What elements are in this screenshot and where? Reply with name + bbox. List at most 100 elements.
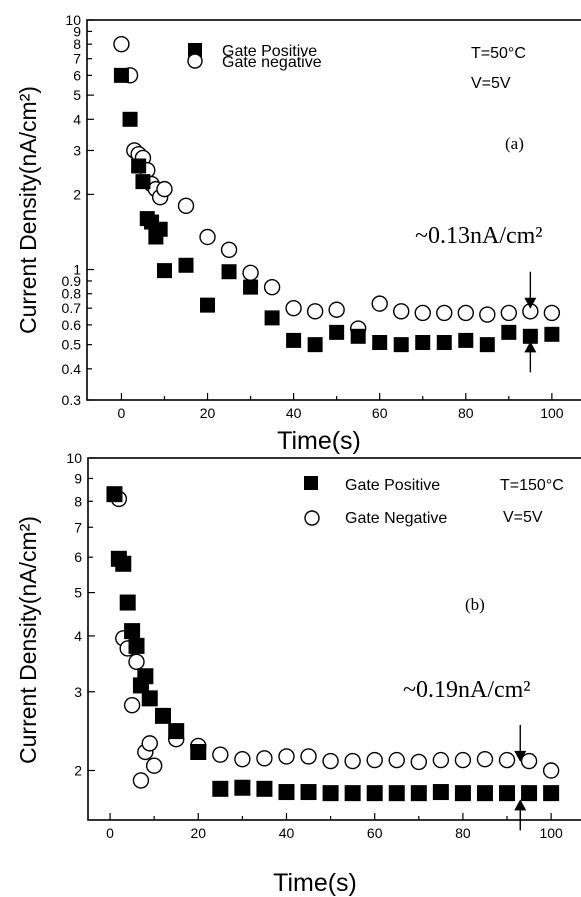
panel-b-gate-positive-point [366, 785, 383, 802]
panel-b-gate-positive-point [543, 785, 560, 802]
panel-b-panel-label: (b) [465, 595, 485, 614]
panel-b-gate-positive-point [168, 723, 185, 740]
panel-a-y-tick-label: 0.3 [62, 392, 82, 408]
panel-b-gate-negative-point [454, 751, 472, 769]
panel-b-y-tick-label: 3 [74, 684, 82, 700]
panel-b-gate-positive-point [234, 779, 251, 796]
panel-b-y-axis-title: Current Density(nA/cm²) [15, 516, 41, 764]
panel-b-y-tick-label: 5 [74, 585, 82, 601]
panel-a-gate-positive-point [350, 328, 366, 344]
panel-b-gate-negative-point [410, 753, 428, 771]
panel-a-gate-positive-point [264, 310, 280, 326]
panel-a-gate-negative-point [543, 304, 561, 322]
panel-a-y-tick-label: 8 [73, 36, 81, 52]
panel-b-legend-marker-gate-negative [304, 510, 320, 526]
panel-a-x-tick-label: 60 [372, 405, 388, 421]
panel-a-gate-negative-point [220, 241, 238, 258]
panel-b-gate-positive-point [454, 785, 471, 802]
panel-b-y-tick-label: 2 [74, 763, 82, 779]
panel-a-gate-positive-point [329, 324, 345, 340]
panel-a-y-tick-label: 7 [73, 51, 81, 67]
panel-a-legend: Gate Positive Gate negative [187, 43, 322, 71]
panel-a-gate-negative-point [242, 264, 259, 282]
panel-a-gate-positive-point [372, 334, 388, 350]
panel-a-gate-positive-point [415, 334, 431, 350]
panel-a-temperature-label: T=50°C [471, 45, 526, 62]
panel-b-y-tick-label: 9 [74, 470, 82, 486]
panel-b-plot-frame [87, 457, 581, 821]
panel-b-gate-positive-point [106, 486, 123, 503]
panel-b-gate-positive-point [128, 637, 145, 654]
panel-b-gate-positive-point [137, 668, 154, 685]
panel-a-y-tick-label: 10 [65, 12, 81, 28]
panel-a-gate-positive-point [131, 158, 147, 174]
panel-b-gate-positive-point [499, 785, 516, 802]
panel-b-gate-positive-point [154, 707, 171, 724]
panel-a-y-tick-label: 0.8 [62, 286, 82, 302]
panel-b-gate-negative-point [145, 757, 163, 774]
panel-a-legend-label-gate-negative: Gate negative [222, 54, 322, 71]
panel-a-gate-positive-point [479, 337, 495, 353]
panel-a-y-tick-label: 5 [73, 87, 81, 103]
panel-b-gate-negative-point [344, 752, 361, 770]
panel-b-gate-positive-point [119, 594, 136, 611]
panel-b-axes: 0 20 40 60 80 100 2 3 4 5 6 7 8 9 10 [66, 450, 563, 841]
panel-a-x-tick-label: 0 [118, 405, 126, 421]
panel-b-gate-negative-point [366, 751, 383, 769]
panel-a-gate-negative-point [436, 304, 453, 322]
panel-a-annotation-text: ~0.13nA/cm² [415, 223, 543, 249]
panel-a-gate-positive-point [156, 263, 172, 279]
panel-b-gate-positive-point [322, 785, 339, 802]
panel-b-gate-negative-point [300, 748, 317, 765]
panel-a-y-tick-label: 2 [73, 186, 81, 202]
panel-a-legend-label-gate-positive: Gate Positive [222, 43, 317, 60]
panel-a-gate-negative-point [457, 304, 474, 322]
panel-a-annotation-arrows [524, 271, 537, 373]
panel-b-gate-negative-point [322, 752, 339, 770]
panel-b-gate-negative-point [520, 752, 538, 770]
panel-a-y-tick-label: 6 [73, 67, 81, 83]
panel-a-panel-label: (a) [505, 134, 524, 153]
panel-b-chart: 0 20 40 60 80 100 2 3 4 5 6 7 8 9 10 Gate Positive Gat… [15, 450, 581, 897]
panel-b-gate-negative-point [388, 751, 405, 769]
panel-b-x-axis-title: Time(s) [273, 869, 357, 897]
panel-a-x-tick-label: 20 [200, 405, 216, 421]
panel-a-gate-positive-point [200, 297, 216, 313]
panel-b-gate-positive-point [344, 785, 361, 802]
panel-b-gate-positive-point [476, 785, 493, 802]
panel-a-y-tick-label: 4 [73, 111, 81, 127]
panel-b-gate-negative-point [278, 748, 295, 765]
panel-b-y-tick-label: 7 [74, 519, 82, 535]
panel-b-x-tick-label: 40 [279, 825, 295, 841]
panel-a-gate-positive-point [393, 337, 409, 353]
panel-b-gate-positive-point [141, 690, 158, 707]
panel-a-up-arrow-icon [524, 341, 537, 353]
panel-b-y-tick-label: 10 [66, 450, 82, 466]
panel-a-gate-negative-point [306, 303, 324, 320]
panel-b-y-tick-label: 4 [74, 628, 82, 644]
panel-b-gate-positive-point [124, 623, 141, 640]
panel-b-down-arrow-icon [514, 750, 527, 762]
panel-a-gate-negative-point [393, 303, 410, 320]
panel-b-gate-negative-point [256, 750, 273, 767]
panel-b-gate-positive-point [278, 784, 295, 801]
panel-b-gate-negative-point [498, 751, 516, 769]
panel-b-temperature-label: T=150°C [500, 477, 564, 494]
panel-b-gate-negative-point [542, 762, 560, 779]
panel-a-gate-negative-point [199, 228, 216, 246]
panel-a-gate-positive-point [286, 332, 302, 348]
panel-a-gate-negative-point [414, 304, 431, 322]
panel-a-x-tick-label: 40 [286, 405, 302, 421]
panel-a-y-tick-label: 9 [73, 23, 81, 39]
panel-a-gate-negative-point [156, 180, 173, 198]
panel-a-gate-positive-point [307, 337, 323, 353]
panel-a-legend-marker-gate-positive [188, 43, 202, 57]
panel-a-y-tick-label: 3 [73, 142, 81, 158]
panel-b-gate-positive-point [212, 780, 229, 797]
panel-b-gate-positive-point [115, 555, 132, 572]
panel-b-gate-positive-point [300, 784, 317, 801]
panel-a-y-tick-label: 1 [73, 262, 81, 278]
panel-a-chart: 0 20 40 60 80 100 0.3 0.4 0.5 0.60.70.80.91 2 3 4 5 67… [15, 12, 581, 455]
panel-a-gate-positive-point [243, 279, 259, 295]
panel-b-gate-negative-point [141, 735, 158, 752]
